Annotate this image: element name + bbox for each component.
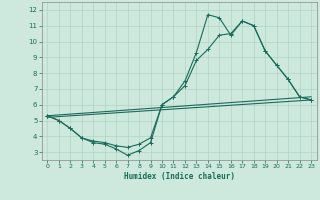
X-axis label: Humidex (Indice chaleur): Humidex (Indice chaleur) [124,172,235,181]
